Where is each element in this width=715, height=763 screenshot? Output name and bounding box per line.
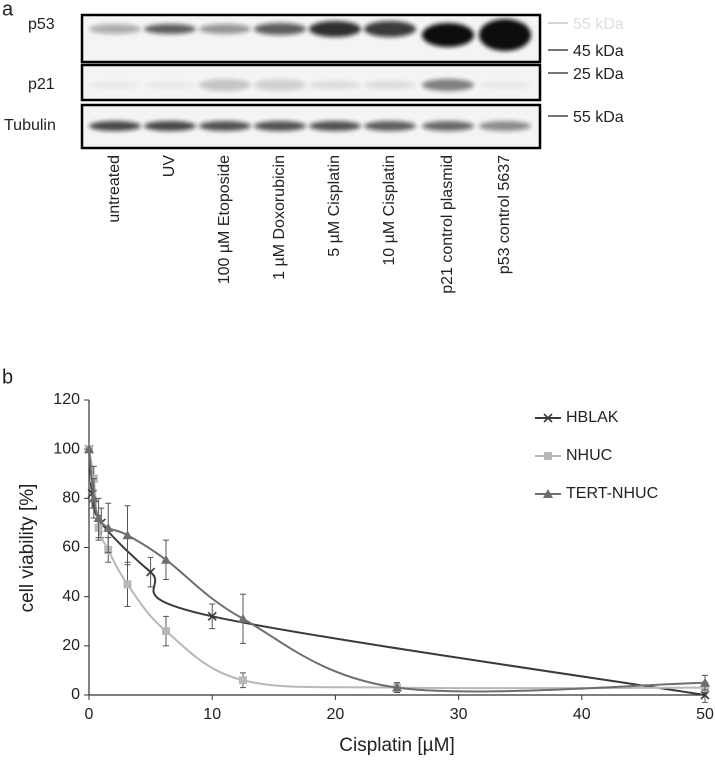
y-tick-label: 120 [53, 391, 80, 408]
lane-label: untreated [106, 155, 123, 223]
marker [146, 567, 156, 577]
marker [700, 677, 710, 687]
marker-label: 55 kDa [573, 109, 624, 126]
panel-label: a [2, 0, 14, 20]
band [364, 121, 416, 131]
x-tick-label: 40 [573, 706, 591, 723]
marker [161, 554, 171, 564]
marker [122, 530, 133, 540]
legend-label: NHUC [566, 447, 612, 464]
row-label: p53 [28, 16, 55, 33]
lane-label: p21 control plasmid [439, 155, 456, 294]
x-tick-label: 50 [696, 706, 714, 723]
marker [207, 611, 217, 621]
legend-marker [544, 452, 552, 460]
y-tick-label: 100 [53, 440, 80, 457]
band [422, 79, 474, 91]
legend-marker [543, 489, 553, 498]
marker-label: 55 kDa [573, 16, 624, 33]
lane-label: p53 control 5637 [496, 155, 513, 274]
band [479, 81, 531, 89]
x-tick-label: 10 [203, 706, 221, 723]
band [199, 24, 251, 34]
band [422, 23, 474, 47]
legend-label: TERT-NHUC [566, 485, 658, 502]
band [89, 121, 141, 131]
panel-label: b [2, 366, 13, 388]
marker [93, 513, 104, 522]
lane-label: 1 µM Doxorubicin [271, 155, 288, 280]
band [144, 121, 196, 131]
marker [84, 444, 94, 454]
legend-marker [543, 413, 553, 423]
band [422, 121, 474, 131]
band [89, 24, 141, 34]
band [89, 81, 141, 89]
band [199, 121, 251, 131]
y-tick-label: 40 [62, 588, 80, 605]
band [254, 121, 306, 131]
legend-label: HBLAK [566, 409, 619, 426]
lane-label: 100 µM Etoposide [216, 155, 233, 284]
band [364, 21, 416, 37]
y-tick-label: 20 [62, 637, 80, 654]
y-axis-label: cell viability [%] [17, 484, 38, 613]
lane-label: UV [161, 155, 178, 178]
y-tick-label: 0 [71, 686, 80, 703]
lane-label: 5 µM Cisplatin [326, 155, 343, 257]
band [309, 21, 361, 37]
band [254, 23, 306, 35]
band [144, 81, 196, 89]
marker-label: 45 kDa [573, 43, 624, 60]
marker-label: 25 kDa [573, 66, 624, 83]
marker [239, 676, 247, 685]
band [479, 121, 531, 131]
marker [238, 613, 248, 623]
band [479, 19, 531, 51]
x-axis-label: Cisplatin [µM] [339, 735, 454, 756]
band [199, 79, 251, 91]
marker [162, 627, 170, 636]
marker [392, 682, 402, 692]
x-tick-label: 0 [85, 706, 94, 723]
lane-label: 10 µM Cisplatin [381, 155, 398, 266]
band [309, 81, 361, 89]
row-label: Tubulin [4, 117, 56, 134]
row-label: p21 [28, 76, 55, 93]
x-tick-label: 30 [450, 706, 468, 723]
marker [88, 493, 99, 503]
y-tick-label: 80 [62, 490, 80, 507]
band [364, 81, 416, 89]
band [144, 24, 196, 34]
marker [123, 580, 132, 589]
marker [103, 522, 114, 532]
band [309, 121, 361, 131]
band [254, 79, 306, 91]
x-tick-label: 20 [327, 706, 345, 723]
y-tick-label: 60 [62, 539, 80, 556]
